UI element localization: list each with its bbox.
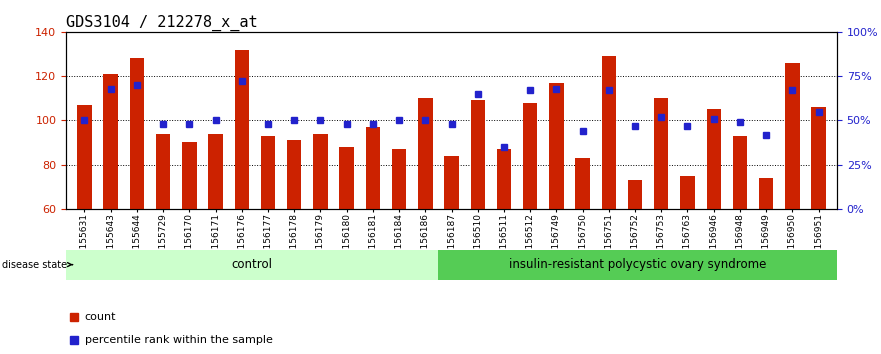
- Bar: [733, 136, 747, 209]
- Text: disease state: disease state: [2, 259, 72, 270]
- Bar: [208, 134, 223, 209]
- Bar: [103, 74, 118, 209]
- FancyBboxPatch shape: [66, 250, 439, 280]
- Bar: [234, 50, 249, 209]
- Bar: [366, 127, 380, 209]
- Bar: [470, 101, 485, 209]
- Bar: [392, 149, 406, 209]
- Bar: [314, 134, 328, 209]
- Text: insulin-resistant polycystic ovary syndrome: insulin-resistant polycystic ovary syndr…: [509, 258, 766, 271]
- Bar: [575, 158, 589, 209]
- Bar: [78, 105, 92, 209]
- Bar: [785, 63, 800, 209]
- Bar: [497, 149, 511, 209]
- Bar: [602, 56, 616, 209]
- Bar: [130, 58, 144, 209]
- Bar: [339, 147, 354, 209]
- Bar: [680, 176, 695, 209]
- Text: count: count: [85, 312, 116, 322]
- Text: control: control: [232, 258, 273, 271]
- Bar: [523, 103, 537, 209]
- Bar: [654, 98, 669, 209]
- Bar: [811, 107, 825, 209]
- Bar: [156, 134, 170, 209]
- Bar: [418, 98, 433, 209]
- Bar: [287, 140, 301, 209]
- Bar: [707, 109, 721, 209]
- Bar: [549, 83, 564, 209]
- Bar: [444, 156, 459, 209]
- FancyBboxPatch shape: [439, 250, 837, 280]
- Text: GDS3104 / 212278_x_at: GDS3104 / 212278_x_at: [66, 14, 258, 30]
- Bar: [628, 180, 642, 209]
- Text: percentile rank within the sample: percentile rank within the sample: [85, 335, 272, 346]
- Bar: [182, 143, 196, 209]
- Bar: [261, 136, 275, 209]
- Bar: [759, 178, 774, 209]
